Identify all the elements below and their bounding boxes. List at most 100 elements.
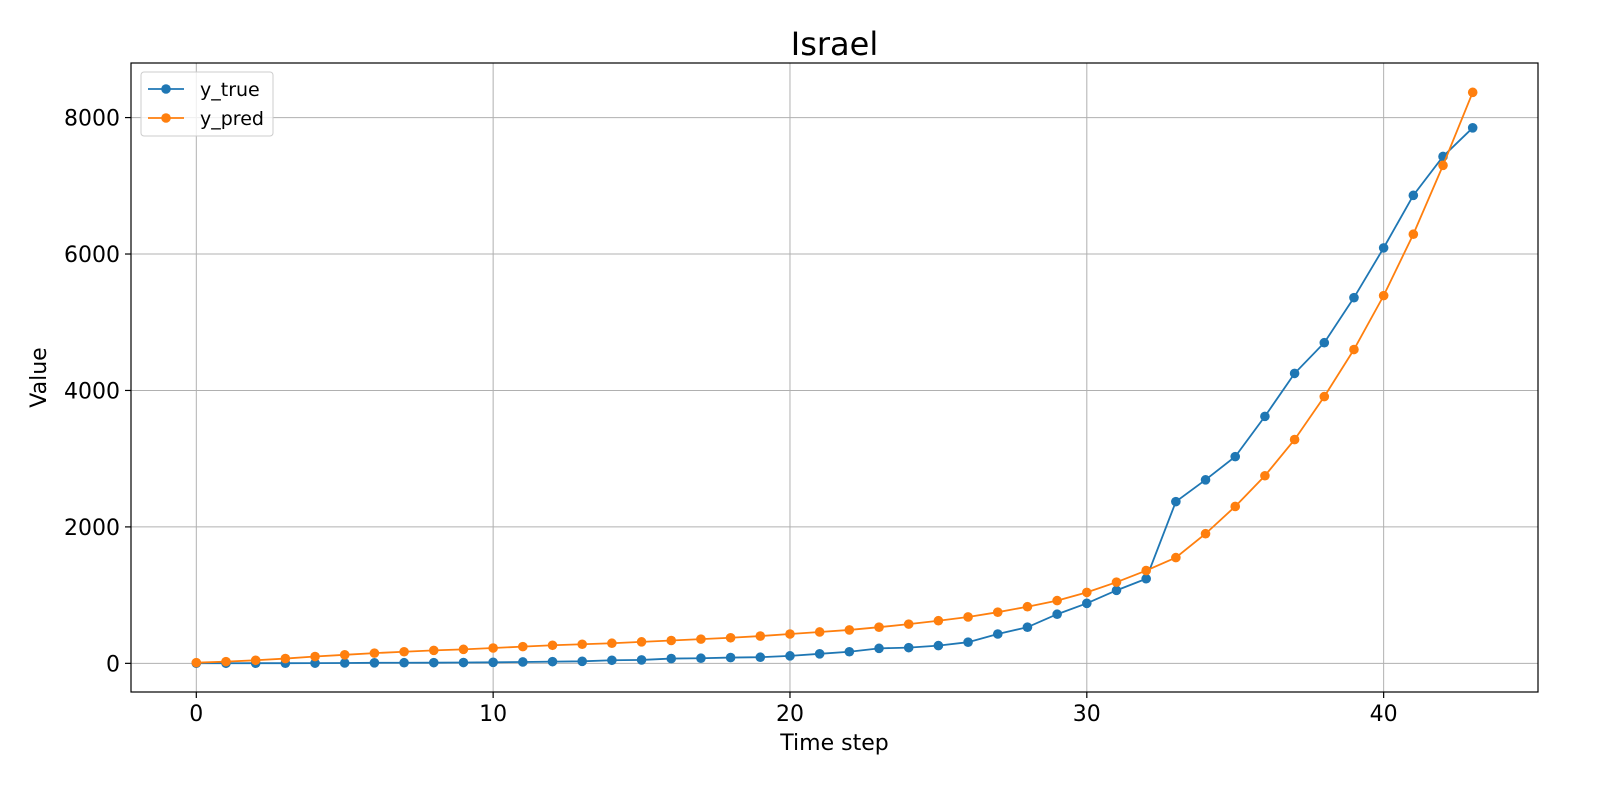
data-point (1200, 475, 1211, 485)
data-point (992, 607, 1003, 617)
data-point (696, 653, 706, 664)
x-tick-label: 30 (1073, 702, 1101, 727)
data-point (1141, 565, 1151, 576)
data-point (399, 657, 409, 668)
data-point (1022, 622, 1033, 632)
data-point (725, 652, 736, 663)
data-point (339, 650, 350, 660)
data-point (1200, 528, 1211, 539)
y-tick-label: 0 (106, 652, 120, 677)
x-tick-label: 20 (776, 702, 804, 727)
data-point (1022, 601, 1033, 612)
series-line (196, 91, 1474, 664)
data-point (1289, 434, 1300, 445)
x-tick-label: 0 (189, 702, 203, 727)
y-tick-label: 6000 (64, 243, 120, 268)
series-line (196, 127, 1474, 665)
data-point (1052, 595, 1062, 606)
data-point (755, 652, 766, 663)
data-point (636, 637, 647, 647)
data-point (1349, 344, 1359, 355)
data-point (785, 651, 795, 661)
data-point (1467, 123, 1478, 133)
data-point (1319, 337, 1330, 348)
data-point (1378, 243, 1389, 253)
data-point (1141, 573, 1151, 584)
data-point (903, 642, 914, 653)
data-point (725, 632, 736, 643)
data-point (1260, 411, 1270, 422)
data-point (1349, 292, 1359, 303)
data-point (1230, 501, 1241, 512)
data-point (547, 656, 558, 667)
data-point (696, 634, 706, 644)
tick-layer: 0 10 20 30 40 0 2000 4000 6000 8000 (64, 107, 1398, 727)
data-point (369, 658, 380, 668)
x-tick-label: 10 (479, 702, 507, 727)
x-axis-label: Time step (779, 731, 888, 756)
data-point (1082, 598, 1092, 609)
legend-item: y_pred (148, 108, 264, 130)
data-point (250, 655, 261, 666)
data-point (963, 612, 973, 622)
data-point (191, 657, 202, 668)
data-point (755, 631, 766, 641)
data-point (933, 640, 944, 651)
data-point (963, 637, 973, 647)
data-point (221, 656, 231, 667)
data-point (666, 635, 677, 646)
data-point (1171, 552, 1181, 563)
data-point (1467, 87, 1478, 98)
data-point (369, 648, 380, 658)
axes-frame (130, 62, 1539, 693)
data-point (310, 651, 320, 662)
data-point (1260, 470, 1270, 481)
data-point (666, 653, 677, 664)
data-point (428, 657, 439, 668)
series-y-pred (191, 87, 1478, 668)
data-point (488, 643, 498, 653)
data-point (785, 629, 795, 639)
y-axis-label: Value (27, 347, 52, 407)
legend-item: y_true (148, 79, 260, 101)
grid-layer (131, 63, 1538, 692)
legend-box (140, 71, 274, 137)
data-point (1111, 585, 1122, 596)
data-point (1111, 577, 1122, 587)
data-point (518, 641, 528, 652)
data-point (1378, 290, 1389, 301)
data-point (844, 646, 855, 657)
series-y-true (191, 123, 1478, 669)
data-point (607, 655, 617, 666)
legend: y_true y_pred (140, 71, 274, 137)
data-point (814, 648, 825, 659)
data-point (874, 622, 884, 632)
data-point (458, 644, 469, 655)
data-point (903, 619, 914, 629)
data-point (874, 643, 884, 654)
data-point (280, 653, 291, 664)
y-tick-label: 8000 (64, 107, 120, 132)
series-layer (191, 87, 1478, 669)
data-point (1319, 391, 1330, 402)
data-point (518, 657, 528, 667)
data-point (458, 657, 469, 668)
legend-marker (161, 113, 171, 123)
data-point (547, 640, 558, 651)
data-point (310, 658, 320, 668)
data-point (577, 656, 587, 667)
data-point (399, 646, 409, 657)
data-point (636, 655, 647, 665)
data-point (607, 638, 617, 649)
chart-title: Israel (791, 25, 878, 63)
data-point (992, 629, 1003, 639)
data-point (488, 657, 498, 668)
data-point (428, 645, 439, 656)
data-point (1408, 190, 1419, 201)
legend-items: y_true y_pred (148, 79, 264, 130)
data-point (814, 627, 825, 637)
data-point (844, 625, 855, 635)
data-point (1052, 609, 1062, 620)
y-tick-label: 4000 (64, 379, 120, 404)
legend-marker (161, 84, 171, 94)
